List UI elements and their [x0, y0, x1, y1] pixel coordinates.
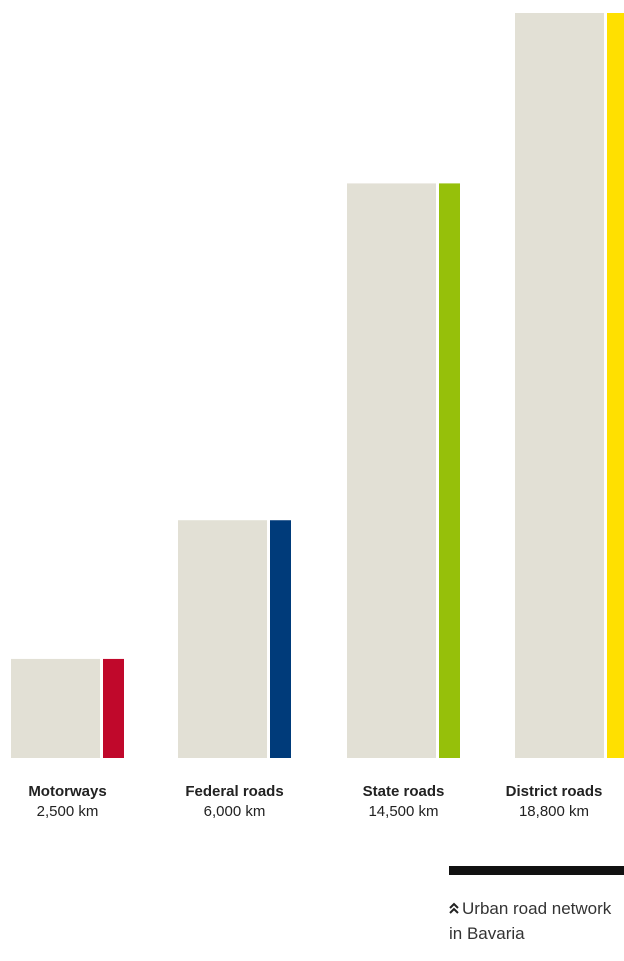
category-label-federal-roads: Federal roads 6,000 km [165, 782, 305, 822]
category-label-motorways: Motorways 2,500 km [0, 782, 138, 822]
category-name: Federal roads [185, 783, 284, 800]
bar-motorways [11, 658, 100, 758]
footer-divider [449, 866, 624, 875]
category-value: 18,800 km [518, 803, 590, 820]
category-name: Motorways [28, 783, 107, 800]
bar-state-roads [347, 183, 436, 759]
bar-accent-federal-roads [270, 520, 291, 758]
category-label-district-roads: District roads 18,800 km [484, 782, 624, 822]
bar-accent-motorways [103, 658, 124, 758]
bar-federal-roads [178, 520, 267, 758]
bar-accent-district-roads [607, 13, 624, 758]
category-value: 2,500 km [36, 803, 99, 820]
category-name: State roads [362, 783, 445, 800]
bar-chart [11, 13, 624, 759]
bar-district-roads [515, 13, 604, 758]
footer-note: Urban road network in Bavaria [449, 896, 624, 946]
category-name: District roads [505, 783, 603, 800]
bar-accent-state-roads [439, 183, 460, 759]
category-value: 14,500 km [368, 803, 439, 820]
double-chevron-up-icon [449, 902, 459, 914]
category-label-state-roads: State roads 14,500 km [334, 782, 474, 822]
footer-note-text: Urban road network in Bavaria [449, 899, 612, 943]
category-value: 6,000 km [203, 803, 266, 820]
